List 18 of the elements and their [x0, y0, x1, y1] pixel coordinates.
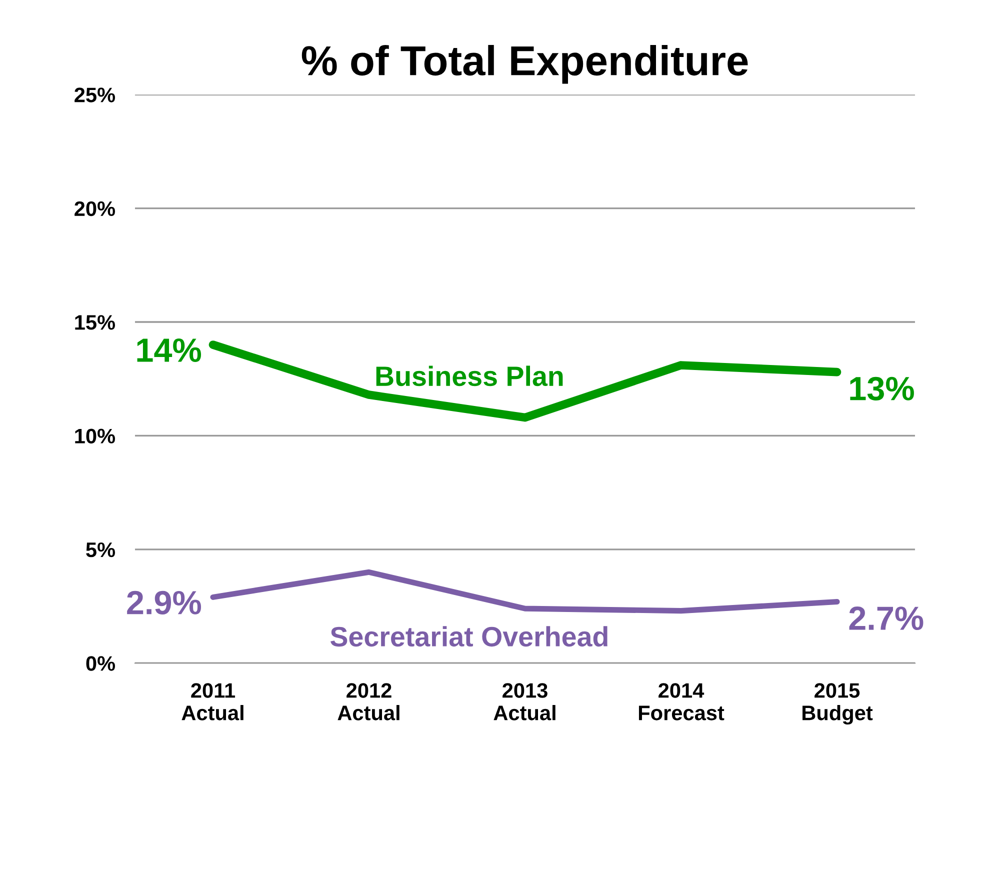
y-tick-label: 0%	[86, 656, 116, 671]
x-tick-label: 2013 Actual	[494, 683, 556, 720]
data-label: 14%	[137, 338, 202, 362]
x-tick-label: 2012 Actual	[338, 683, 400, 720]
y-tick-label: 25%	[74, 88, 116, 102]
data-label: 2.7%	[849, 606, 924, 630]
y-tick-label: 10%	[75, 428, 116, 444]
y-tick-label: 5%	[86, 542, 116, 558]
chart-title: % of Total Expenditure	[302, 44, 748, 84]
series-label: Business Plan	[376, 366, 563, 386]
y-tick-label: 15%	[75, 315, 116, 330]
data-label: 13%	[850, 376, 914, 400]
x-tick-label: 2015 Budget	[802, 683, 873, 725]
series-label: Secretariat Overhead	[330, 626, 608, 647]
data-label: 2.9%	[127, 590, 202, 614]
y-tick-label: 20%	[74, 201, 116, 216]
x-tick-label: 2011 Actual	[182, 683, 244, 720]
x-tick-label: 2014 Forecast	[638, 683, 724, 720]
